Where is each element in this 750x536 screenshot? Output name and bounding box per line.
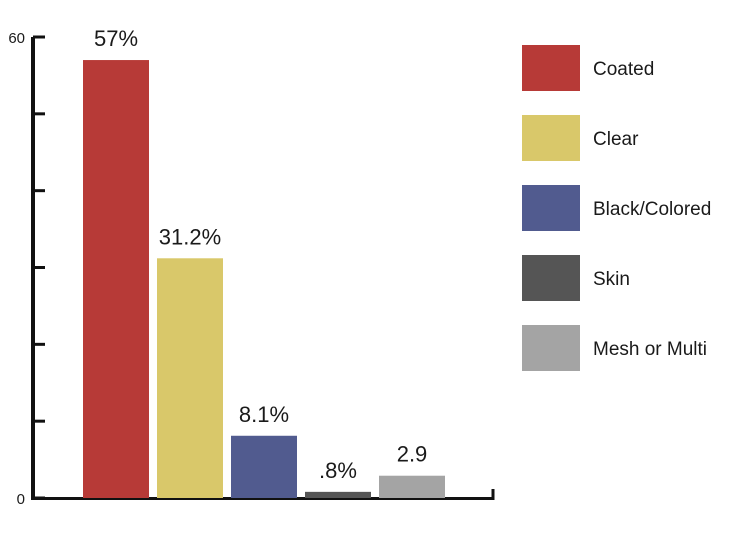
bars [83, 60, 445, 499]
data-labels: 57% 31.2% 8.1% .8% 2.9 [94, 26, 427, 483]
data-label-3: .8% [319, 458, 357, 483]
y-tick-label-1: 60 [8, 30, 25, 47]
bar-clear [157, 258, 223, 498]
legend-swatch-clear [522, 115, 580, 161]
legend-label-skin: Skin [593, 269, 630, 290]
data-label-1: 31.2% [159, 224, 221, 249]
bar-black-colored [231, 435, 297, 498]
legend-label-clear: Clear [593, 129, 639, 150]
legend-swatch-coated [522, 45, 580, 91]
data-label-0: 57% [94, 26, 138, 51]
legend-swatch-mesh-or-multi [522, 325, 580, 371]
bar-mesh-or-multi [379, 475, 445, 498]
y-ticks [33, 35, 45, 500]
data-label-2: 8.1% [239, 402, 289, 427]
legend-label-mesh-or-multi: Mesh or Multi [593, 339, 707, 360]
legend-swatch-black-colored [522, 185, 580, 231]
legend-swatch-skin [522, 255, 580, 301]
legend-label-black-colored: Black/Colored [593, 199, 711, 220]
legend: Coated Clear Black/Colored Skin Mesh or Mult… [522, 45, 711, 371]
y-tick-label-0: 0 [17, 491, 25, 508]
data-label-4: 2.9 [397, 442, 428, 467]
bar-skin [305, 491, 371, 498]
legend-label-coated: Coated [593, 59, 654, 80]
bar-coated [83, 60, 149, 499]
y-tick-labels: 0 60 [8, 30, 25, 508]
